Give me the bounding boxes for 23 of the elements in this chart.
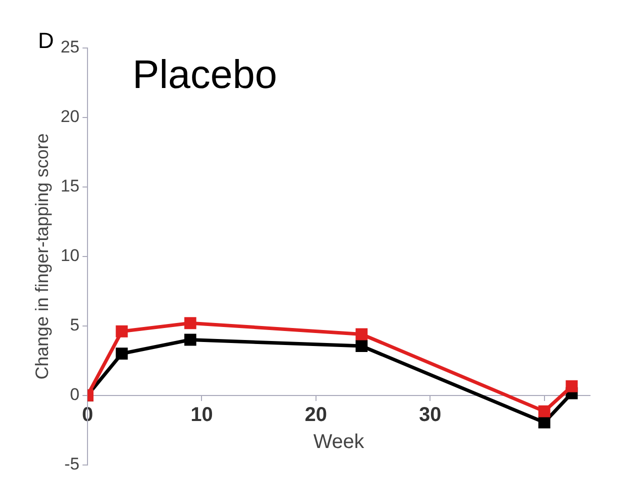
point — [538, 416, 550, 428]
y-tick-label: 20 — [60, 107, 80, 126]
text: D — [38, 28, 54, 53]
point — [116, 325, 128, 338]
point — [116, 348, 128, 360]
point — [538, 405, 550, 418]
chart-title: Placebo — [132, 53, 278, 97]
y-tick-label: 10 — [60, 246, 80, 266]
x-axis-title: Week — [313, 430, 366, 453]
y-tick-label: -5 — [64, 454, 80, 474]
y-axis-title: Change in finger-tapping score — [32, 133, 52, 380]
y-tick-label: 15 — [60, 176, 80, 196]
x-tick-label: 30 — [418, 404, 442, 426]
y-tick-label: 0 — [70, 385, 80, 404]
point — [566, 380, 578, 392]
point — [356, 340, 368, 352]
y-tick-label: 5 — [70, 316, 80, 335]
point — [184, 317, 196, 330]
y-tick-label: 25 — [60, 38, 80, 57]
point — [356, 328, 368, 340]
x-tick-label: 20 — [304, 404, 328, 426]
point — [184, 334, 196, 346]
x-tick-label: 10 — [190, 404, 213, 426]
